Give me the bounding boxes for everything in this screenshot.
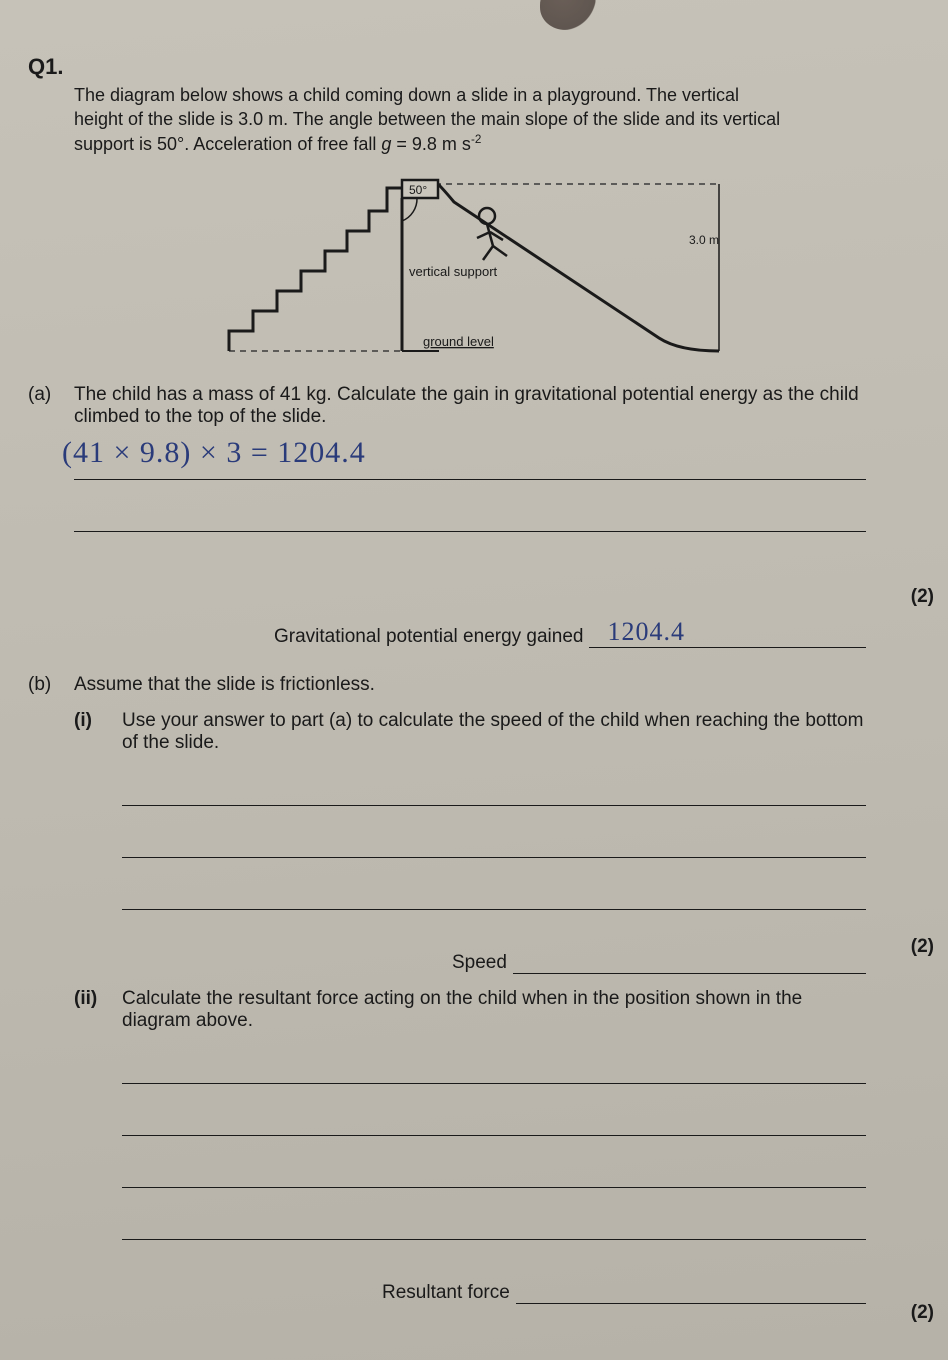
sub-i-result-row: Speed bbox=[122, 940, 866, 974]
part-b-ii-spacer bbox=[28, 988, 74, 1304]
subpart-i: (i) Use your answer to part (a) to calcu… bbox=[74, 710, 866, 974]
intro-exponent: -2 bbox=[471, 133, 481, 146]
sub-i-line-2 bbox=[122, 818, 866, 858]
intro-line-1: The diagram below shows a child coming d… bbox=[74, 85, 739, 105]
part-b: (b) Assume that the slide is frictionles… bbox=[28, 674, 920, 974]
sub-i-line-3 bbox=[122, 870, 866, 910]
subpart-i-body: Use your answer to part (a) to calculate… bbox=[122, 710, 866, 974]
sub-ii-line-2 bbox=[122, 1096, 866, 1136]
part-a-result-label: Gravitational potential energy gained bbox=[274, 626, 589, 648]
subpart-ii-label: (ii) bbox=[74, 988, 122, 1304]
sub-i-result-value bbox=[513, 973, 866, 974]
intro-line-2: height of the slide is 3.0 m. The angle … bbox=[74, 109, 780, 129]
intro-g-symbol: g bbox=[381, 134, 391, 154]
sub-i-result-label: Speed bbox=[452, 952, 513, 974]
diagram-container: 50° vertical support ground level 3.0 m bbox=[28, 166, 920, 366]
question-number: Q1. bbox=[28, 54, 920, 80]
subpart-i-text: Use your answer to part (a) to calculate… bbox=[122, 710, 863, 753]
part-a-text: The child has a mass of 41 kg. Calculate… bbox=[74, 384, 859, 427]
worksheet-page: Q1. The diagram below shows a child comi… bbox=[0, 0, 948, 1360]
part-a: (a) The child has a mass of 41 kg. Calcu… bbox=[28, 384, 920, 648]
sub-ii-result-row: Resultant force bbox=[122, 1270, 866, 1304]
part-a-result-value: 1204.4 bbox=[589, 617, 866, 648]
slide-diagram: 50° vertical support ground level 3.0 m bbox=[219, 166, 729, 366]
sub-ii-result-value bbox=[516, 1303, 866, 1304]
part-b-text: Assume that the slide is frictionless. bbox=[74, 674, 375, 695]
sub-i-marks: (2) bbox=[911, 936, 934, 958]
sub-i-line-1 bbox=[122, 766, 866, 806]
part-b-body: Assume that the slide is frictionless. (… bbox=[74, 674, 920, 974]
ground-level-label: ground level bbox=[423, 334, 494, 349]
stairs bbox=[229, 188, 402, 351]
subpart-ii-body: Calculate the resultant force acting on … bbox=[122, 988, 866, 1304]
part-a-line-2 bbox=[74, 492, 866, 532]
part-a-result-row: Gravitational potential energy gained 12… bbox=[74, 614, 866, 648]
sub-ii-line-1 bbox=[122, 1044, 866, 1084]
height-label: 3.0 m bbox=[689, 233, 719, 247]
part-a-handwriting: (41 × 9.8) × 3 = 1204.4 bbox=[62, 436, 366, 470]
part-b-ii-wrap: (ii) Calculate the resultant force actin… bbox=[28, 988, 920, 1304]
intro-line-3b: = 9.8 m s bbox=[391, 134, 471, 154]
intro-line-3a: support is 50°. Acceleration of free fal… bbox=[74, 134, 381, 154]
subpart-ii: (ii) Calculate the resultant force actin… bbox=[74, 988, 866, 1304]
part-a-line-1: (41 × 9.8) × 3 = 1204.4 bbox=[74, 440, 866, 480]
part-b-ii-body-wrap: (ii) Calculate the resultant force actin… bbox=[74, 988, 920, 1304]
sub-ii-result-label: Resultant force bbox=[382, 1282, 516, 1304]
angle-arc bbox=[402, 198, 417, 221]
part-a-body: The child has a mass of 41 kg. Calculate… bbox=[74, 384, 920, 648]
vertical-support-label: vertical support bbox=[409, 264, 498, 279]
question-intro: The diagram below shows a child coming d… bbox=[74, 84, 880, 156]
subpart-i-label: (i) bbox=[74, 710, 122, 974]
thumb-shadow bbox=[540, 0, 596, 30]
part-a-label: (a) bbox=[28, 384, 74, 648]
sub-ii-line-4 bbox=[122, 1200, 866, 1240]
subpart-ii-text: Calculate the resultant force acting on … bbox=[122, 988, 802, 1031]
angle-label: 50° bbox=[409, 183, 427, 197]
sub-ii-line-3 bbox=[122, 1148, 866, 1188]
part-a-spacer bbox=[74, 544, 866, 584]
sub-ii-marks: (2) bbox=[911, 1302, 934, 1324]
part-a-marks: (2) bbox=[911, 586, 934, 608]
part-b-label: (b) bbox=[28, 674, 74, 974]
